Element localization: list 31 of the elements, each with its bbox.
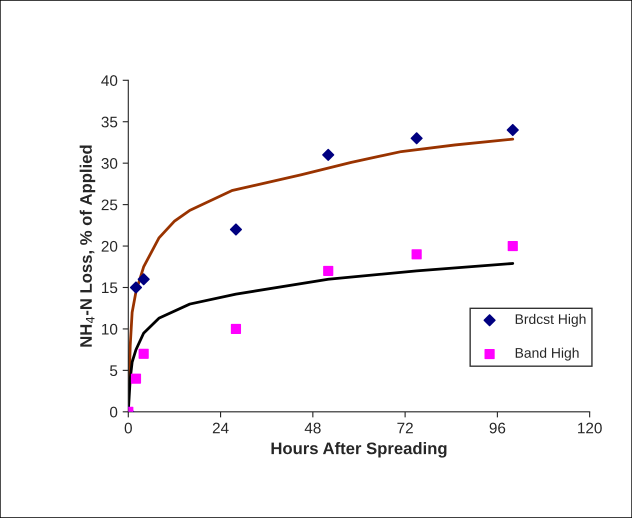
point <box>130 281 142 294</box>
y-tick-label: 30 <box>101 158 118 169</box>
x-tick-label: 24 <box>212 422 229 434</box>
x-tick-label: 120 <box>578 422 602 434</box>
x-tick-label: 72 <box>397 422 413 434</box>
y-tick-label: 20 <box>102 240 118 252</box>
y-tick-label: 10 <box>102 324 118 335</box>
point <box>230 223 242 236</box>
point <box>323 266 334 276</box>
y-tick-label: 40 <box>101 75 118 86</box>
point <box>130 374 142 384</box>
point <box>322 148 334 161</box>
x-tick-label: 48 <box>304 422 321 434</box>
point <box>412 249 422 260</box>
point <box>138 348 149 359</box>
y-axis-title: NH$_{4}$-N Loss, % of Applied <box>80 145 96 347</box>
y-tick-label: 5 <box>110 365 118 376</box>
point <box>138 273 150 286</box>
y-tick-label: 15 <box>102 282 118 294</box>
x-axis-title: Hours After Spreading <box>272 442 446 458</box>
point <box>506 124 519 136</box>
y-tick-label: 25 <box>102 199 118 210</box>
point <box>508 240 518 252</box>
point <box>410 132 423 144</box>
y-tick-label: 0 <box>110 406 118 418</box>
x-tick-label: 0 <box>124 422 132 434</box>
point <box>230 324 242 334</box>
x-tick-label: 96 <box>490 422 506 434</box>
y-tick-label: 35 <box>101 116 118 128</box>
legend-label: Brdcst High <box>516 314 586 327</box>
legend-label: Band High <box>516 348 579 361</box>
